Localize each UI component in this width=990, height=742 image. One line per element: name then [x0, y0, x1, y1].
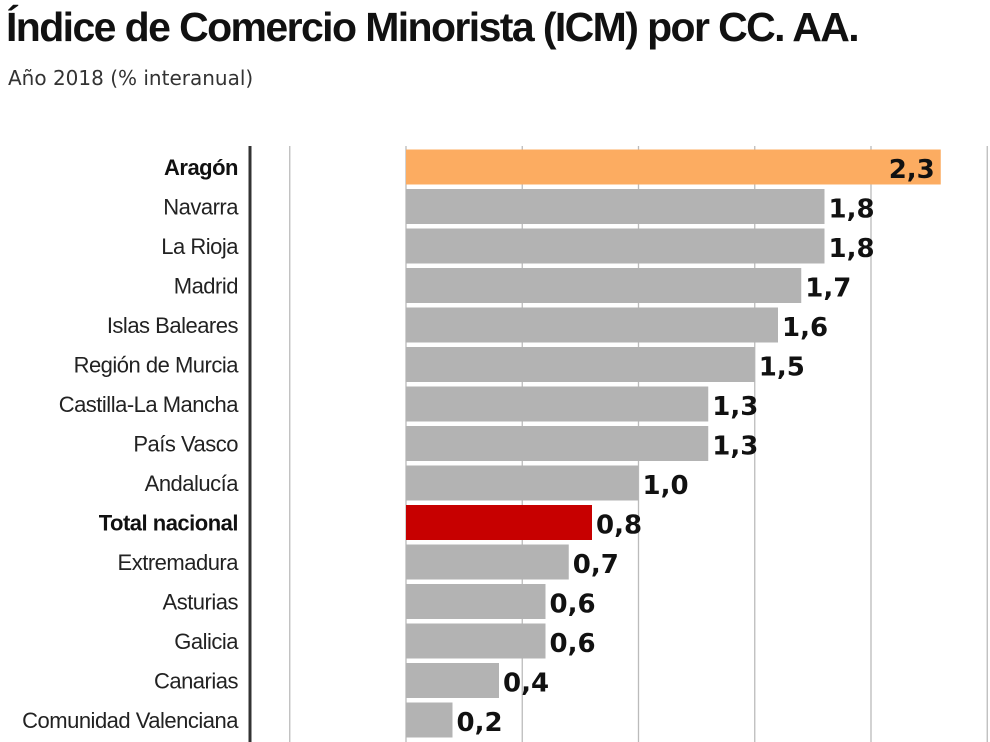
- category-label-3: Madrid: [174, 274, 238, 299]
- bar-13: [406, 663, 499, 698]
- bar-1: [406, 189, 825, 224]
- bar-3: [406, 268, 802, 303]
- category-label-5: Región de Murcia: [74, 353, 240, 378]
- bar-10: [406, 544, 569, 580]
- chart-subtitle: Año 2018 (% interanual): [8, 66, 254, 90]
- category-label-11: Asturias: [163, 590, 239, 615]
- bars: [406, 149, 941, 738]
- value-label-14: 0,2: [457, 708, 503, 738]
- category-label-1: Navarra: [163, 195, 239, 220]
- bar-8: [406, 465, 639, 501]
- value-label-13: 0,4: [503, 669, 549, 699]
- category-label-4: Islas Baleares: [107, 313, 239, 338]
- bar-7: [406, 426, 709, 461]
- category-label-12: Galicia: [174, 629, 239, 654]
- value-label-12: 0,6: [550, 629, 596, 659]
- bar-11: [406, 584, 546, 619]
- category-labels: Aragón Navarra La Rioja Madrid Islas Baleare…: [22, 155, 240, 733]
- category-label-8: Andalucía: [145, 471, 240, 496]
- value-label-6: 1,3: [712, 392, 758, 422]
- bar-2: [406, 228, 825, 264]
- value-label-4: 1,6: [782, 313, 828, 343]
- bar-14: [406, 702, 453, 738]
- category-label-6: Castilla-La Mancha: [59, 392, 240, 417]
- category-label-10: Extremadura: [118, 550, 240, 575]
- value-label-5: 1,5: [759, 353, 805, 383]
- bar-5: [406, 347, 755, 382]
- bar-12: [406, 623, 546, 659]
- category-label-7: País Vasco: [133, 432, 238, 457]
- value-label-3: 1,7: [805, 274, 851, 304]
- chart-title: Índice de Comercio Minorista (ICM) por C…: [6, 4, 860, 50]
- value-label-11: 0,6: [550, 590, 596, 620]
- category-label-13: Canarias: [154, 669, 239, 694]
- value-label-7: 1,3: [712, 432, 758, 462]
- bar-0: [406, 149, 941, 185]
- category-label-2: La Rioja: [161, 234, 239, 259]
- bar-4: [406, 307, 778, 343]
- value-labels: 2,31,81,81,71,61,51,31,31,00,80,70,60,60…: [457, 155, 935, 738]
- value-label-8: 1,0: [643, 471, 689, 501]
- value-label-1: 1,8: [829, 195, 875, 225]
- category-label-0: Aragón: [164, 155, 238, 180]
- value-label-9: 0,8: [596, 511, 642, 541]
- value-label-2: 1,8: [829, 234, 875, 264]
- value-label-10: 0,7: [573, 550, 619, 580]
- value-label-0: 2,3: [889, 155, 935, 185]
- category-label-9: Total nacional: [99, 511, 238, 536]
- bar-9: [406, 505, 592, 540]
- category-label-14: Comunidad Valenciana: [22, 708, 239, 733]
- bar-6: [406, 386, 709, 422]
